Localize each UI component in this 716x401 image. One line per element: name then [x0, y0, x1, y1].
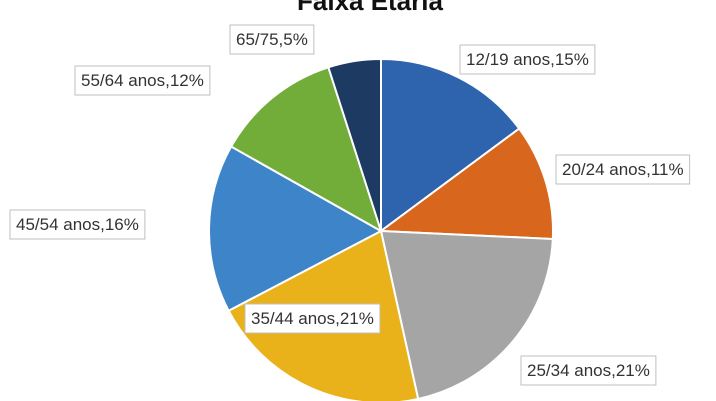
- pie-slice-label-box: [555, 154, 691, 185]
- pie-slice: [378, 127, 554, 241]
- pie-slice-label-box: [244, 303, 381, 334]
- pie-slice-label-box: [520, 355, 657, 386]
- pie-slice-label-text: 55/64 anos,12%: [81, 71, 204, 90]
- pie-slice-label-box: [229, 24, 315, 55]
- chart-title: Faixa Etária: [297, 0, 443, 16]
- pie-labels: 12/19 anos,15% 20/24 anos,11% 25/34 anos,2…: [9, 24, 691, 386]
- pie-slice-label: 12/19 anos,15%: [459, 44, 596, 75]
- pie-slices: [208, 57, 554, 401]
- pie-slice-label-text: 20/24 anos,11%: [562, 160, 684, 179]
- pie-slice-label-text: 25/34 anos,21%: [527, 361, 650, 380]
- pie-slice-label: 25/34 anos,21%: [520, 355, 657, 386]
- pie-slice-label: 55/64 anos,12%: [74, 65, 211, 96]
- pie-slice-label-text: 35/44 anos,21%: [251, 309, 374, 328]
- pie-slice: [208, 145, 384, 313]
- pie-slice-label: 20/24 anos,11%: [555, 154, 691, 185]
- pie-slice: [229, 65, 383, 234]
- pie-slice-label-text: 45/54 anos,16%: [16, 215, 139, 234]
- pie-slice-label: 35/44 anos,21%: [244, 303, 381, 334]
- pie-slice: [327, 57, 382, 232]
- pie-slice-label-box: [74, 65, 211, 96]
- pie-slice-label-text: 12/19 anos,15%: [466, 50, 589, 69]
- pie-slice: [379, 229, 554, 401]
- pie-slice-label-box: [459, 44, 596, 75]
- pie-slice-label-text: 65/75,5%: [236, 30, 308, 49]
- pie-slice-label: 65/75,5%: [229, 24, 315, 55]
- pie-slice: [380, 57, 521, 233]
- pie-slice-label-box: [9, 209, 146, 240]
- pie-slice-label: 45/54 anos,16%: [9, 209, 146, 240]
